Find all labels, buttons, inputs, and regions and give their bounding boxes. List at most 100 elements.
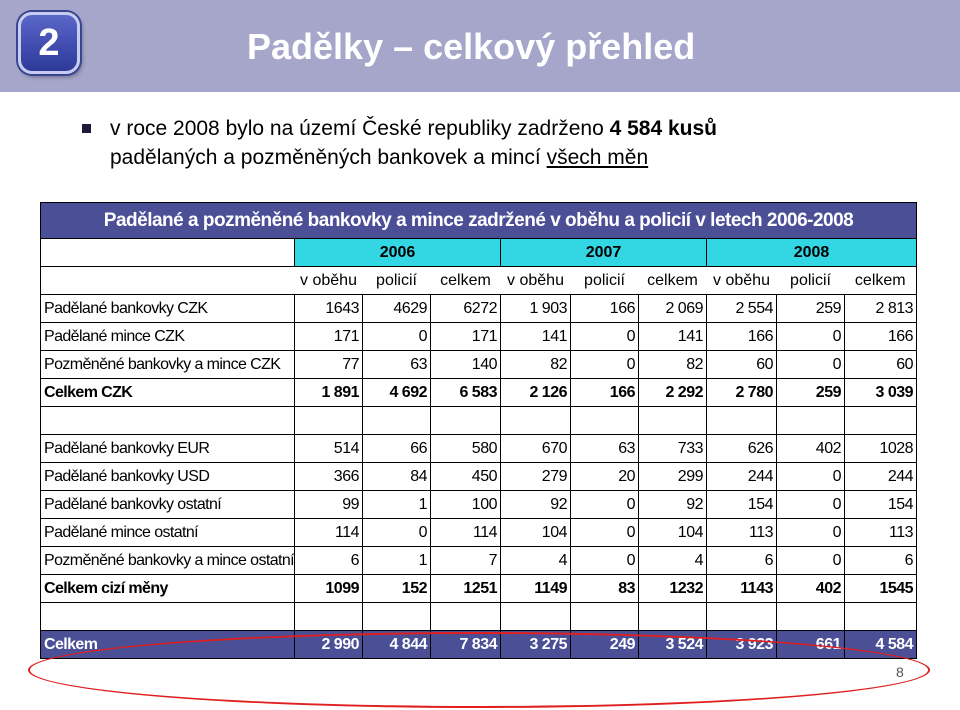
row-label: Celkem cizí měny — [40, 574, 295, 603]
cell-value: 83 — [570, 574, 639, 603]
spacer-cell — [430, 602, 501, 631]
cell-value: 6 — [706, 546, 777, 575]
cell-value: 0 — [776, 518, 845, 547]
page-title: Padělky – celkový přehled — [247, 26, 696, 67]
spacer-cell — [570, 602, 639, 631]
spacer-cell — [430, 406, 501, 435]
cell-value: 166 — [843, 322, 918, 351]
cell-value: 1232 — [638, 574, 707, 603]
cell-value: 2 126 — [500, 378, 571, 407]
cell-value: 366 — [294, 462, 363, 491]
cell-value: 4 692 — [362, 378, 431, 407]
counterfeit-table-wrapper: Padělané a pozměněné bankovky a mince za… — [39, 202, 918, 659]
table-row: Padělané bankovky USD 366 84 450 279 20 299 244… — [40, 462, 918, 491]
column-header: policií — [570, 266, 639, 295]
intro-underlined: všech měn — [546, 146, 649, 169]
table-row: Padělané bankovky EUR 514 66 580 670 63 733 626… — [40, 434, 918, 463]
counterfeit-table: Padělané a pozměněné bankovky a mince za… — [39, 202, 918, 659]
row-label: Padělané bankovky CZK — [40, 294, 295, 323]
column-header: celkem — [844, 266, 918, 295]
cell-value: 279 — [500, 462, 571, 491]
cell-value: 141 — [638, 322, 707, 351]
cell-value: 1 891 — [294, 378, 363, 407]
cell-value: 104 — [500, 518, 571, 547]
row-label: Celkem CZK — [40, 378, 295, 407]
cell-value: 60 — [843, 350, 918, 379]
spacer-cell — [638, 406, 707, 435]
spacer-cell — [843, 602, 918, 631]
page-number: 8 — [896, 664, 904, 680]
row-label: Padělané bankovky ostatní — [40, 490, 295, 519]
cell-value: 82 — [500, 350, 571, 379]
cell-value: 402 — [776, 434, 845, 463]
cell-value: 77 — [294, 350, 363, 379]
intro-bold-count: 4 584 kusů — [609, 117, 718, 140]
cell-value: 0 — [570, 350, 639, 379]
cell-value: 92 — [500, 490, 571, 519]
cell-value: 0 — [570, 518, 639, 547]
slide-number-badge: 2 — [18, 12, 80, 74]
cell-value: 60 — [706, 350, 777, 379]
cell-value: 166 — [706, 322, 777, 351]
cell-value: 1251 — [430, 574, 501, 603]
cell-value: 0 — [570, 546, 639, 575]
cell-value: 152 — [362, 574, 431, 603]
cell-value: 6 583 — [430, 378, 501, 407]
cell-value: 63 — [362, 350, 431, 379]
cell-value: 4629 — [362, 294, 431, 323]
cell-value: 1143 — [706, 574, 777, 603]
cell-value: 100 — [430, 490, 501, 519]
cell-value: 63 — [570, 434, 639, 463]
cell-value: 0 — [776, 490, 845, 519]
cell-value: 299 — [638, 462, 707, 491]
cell-value: 2 554 — [706, 294, 777, 323]
year-header: 2008 — [705, 238, 918, 267]
cell-value: 259 — [776, 378, 845, 407]
cell-value: 1545 — [843, 574, 918, 603]
cell-value: 580 — [430, 434, 501, 463]
total-row-czk: Celkem CZK 1 891 4 692 6 583 2 126 166 2 292 2 … — [40, 378, 918, 407]
year-header-row: 2006 2007 2008 — [40, 238, 918, 267]
table-caption: Padělané a pozměněné bankovky a mince za… — [39, 202, 918, 239]
cell-value: 166 — [570, 294, 639, 323]
total-row-foreign: Celkem cizí měny 1099 152 1251 1149 83 1232 114… — [40, 574, 918, 603]
spacer-row — [40, 406, 918, 435]
column-header-blank — [40, 266, 295, 295]
cell-value: 0 — [570, 322, 639, 351]
cell-value: 114 — [294, 518, 363, 547]
spacer-cell — [706, 406, 777, 435]
cell-value: 3 039 — [843, 378, 918, 407]
table-row: Padělané mince ostatní 114 0 114 104 0 104 113 0… — [40, 518, 918, 547]
spacer-cell — [40, 602, 295, 631]
cell-value: 2 813 — [843, 294, 918, 323]
cell-value: 104 — [638, 518, 707, 547]
spacer-cell — [294, 602, 363, 631]
cell-value: 20 — [570, 462, 639, 491]
cell-value: 154 — [843, 490, 918, 519]
cell-value: 259 — [776, 294, 845, 323]
cell-value: 171 — [294, 322, 363, 351]
cell-value: 6 — [294, 546, 363, 575]
cell-value: 113 — [706, 518, 777, 547]
column-header: v oběhu — [706, 266, 777, 295]
cell-value: 1028 — [843, 434, 918, 463]
spacer-cell — [40, 406, 295, 435]
spacer-cell — [776, 602, 845, 631]
spacer-cell — [362, 406, 431, 435]
cell-value: 1643 — [294, 294, 363, 323]
cell-value: 0 — [362, 322, 431, 351]
intro-text: v roce 2008 bylo na území České republik… — [110, 114, 717, 172]
row-label: Padělané mince ostatní — [40, 518, 295, 547]
year-header-blank — [40, 238, 295, 267]
table-row: Padělané mince CZK 171 0 171 141 0 141 166 0 166 — [40, 322, 918, 351]
cell-value: 0 — [776, 350, 845, 379]
row-label: Padělané bankovky EUR — [40, 434, 295, 463]
title-bar: 2 Padělky – celkový přehled — [0, 0, 960, 92]
highlight-ellipse — [28, 632, 930, 708]
cell-value: 733 — [638, 434, 707, 463]
cell-value: 4 — [638, 546, 707, 575]
cell-value: 450 — [430, 462, 501, 491]
cell-value: 114 — [430, 518, 501, 547]
cell-value: 99 — [294, 490, 363, 519]
cell-value: 1 903 — [500, 294, 571, 323]
